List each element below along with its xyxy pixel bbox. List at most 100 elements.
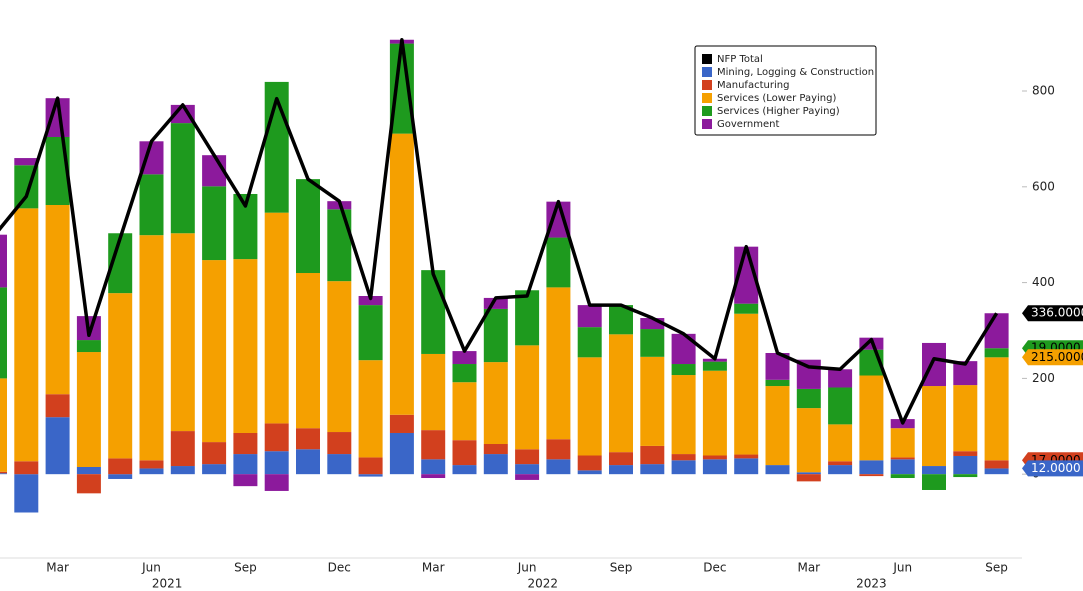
- bar: [202, 442, 227, 465]
- legend-label: Manufacturing: [717, 80, 789, 91]
- bar: [796, 474, 821, 482]
- bar: [296, 179, 320, 274]
- x-tick-label: Jun: [517, 561, 537, 575]
- bar: [828, 424, 853, 462]
- legend-swatch: [702, 93, 712, 103]
- bar: [327, 454, 352, 475]
- bar: [327, 209, 352, 282]
- x-tick-label: Dec: [703, 561, 726, 575]
- x-tick-label: Jun: [141, 561, 161, 575]
- bar: [202, 260, 227, 443]
- bar: [890, 457, 915, 460]
- bar: [828, 387, 853, 425]
- bar: [233, 259, 258, 433]
- bar: [890, 474, 915, 479]
- legend-swatch: [702, 67, 712, 77]
- bar: [953, 455, 978, 475]
- bar: [14, 461, 39, 475]
- bar: [515, 449, 540, 465]
- bar: [389, 414, 414, 433]
- bar: [170, 466, 195, 475]
- bar: [264, 474, 289, 491]
- bar: [421, 270, 446, 354]
- bar: [296, 428, 320, 450]
- legend-swatch: [702, 106, 712, 116]
- bar: [734, 458, 759, 475]
- bar: [577, 470, 602, 475]
- bar: [108, 474, 133, 479]
- bar: [671, 375, 696, 455]
- bar: [421, 459, 446, 475]
- bar: [671, 454, 696, 461]
- bar: [76, 352, 101, 467]
- x-tick-label: Mar: [422, 561, 445, 575]
- bar: [609, 334, 633, 453]
- bar: [671, 460, 696, 475]
- bar: [76, 466, 101, 475]
- bar: [765, 379, 790, 387]
- bar: [671, 364, 696, 376]
- bar: [796, 408, 821, 473]
- bar: [358, 457, 383, 475]
- bar: [984, 357, 1009, 461]
- bar: [170, 431, 195, 467]
- bar: [296, 449, 320, 475]
- bar: [421, 430, 446, 460]
- bar: [984, 313, 1009, 349]
- bar: [139, 235, 164, 461]
- bar: [389, 133, 414, 415]
- bar: [922, 474, 946, 490]
- bar: [859, 460, 884, 475]
- bar: [515, 464, 540, 475]
- year-label: 2023: [856, 577, 887, 591]
- bar: [0, 473, 7, 475]
- bar: [14, 158, 39, 166]
- bar: [108, 293, 133, 459]
- bar: [953, 451, 978, 456]
- bar: [233, 432, 258, 455]
- bar: [233, 474, 258, 487]
- legend: NFP Total Mining, Logging & Construction M…: [694, 45, 877, 136]
- legend-label: NFP Total: [717, 54, 763, 65]
- bar: [389, 432, 414, 475]
- bar: [702, 459, 727, 475]
- bar: [640, 445, 665, 465]
- bar: [922, 386, 946, 467]
- bar: [796, 472, 821, 475]
- bar: [421, 353, 446, 431]
- bar: [796, 388, 821, 409]
- bar: [984, 348, 1009, 358]
- bar: [358, 474, 383, 477]
- y-tick-label: 600: [1032, 179, 1055, 193]
- bar: [546, 439, 571, 460]
- bar: [452, 351, 477, 365]
- bar: [108, 458, 133, 475]
- x-tick-label: Jun: [892, 561, 912, 575]
- bar: [76, 340, 101, 353]
- bar: [609, 452, 633, 466]
- x-tick-label: Mar: [797, 561, 820, 575]
- bar: [515, 474, 540, 480]
- bar: [922, 466, 946, 475]
- legend-swatch: [702, 54, 712, 64]
- bar: [452, 465, 477, 475]
- legend-label: Services (Higher Paying): [717, 106, 840, 117]
- value-tag-label: 12.0000: [1031, 461, 1081, 475]
- bar: [358, 305, 383, 361]
- bar: [890, 459, 915, 475]
- legend-label: Services (Lower Paying): [717, 93, 836, 104]
- bar: [953, 385, 978, 452]
- bar: [296, 273, 320, 429]
- bar: [264, 212, 289, 424]
- value-tag: [1022, 349, 1083, 366]
- bar: [953, 474, 978, 478]
- bar: [765, 386, 790, 466]
- bar: [828, 369, 853, 388]
- bar: [483, 444, 508, 455]
- y-tick-label: 800: [1032, 84, 1055, 98]
- bar: [515, 290, 540, 346]
- bar: [202, 464, 227, 475]
- bar: [264, 423, 289, 452]
- bar: [702, 455, 727, 460]
